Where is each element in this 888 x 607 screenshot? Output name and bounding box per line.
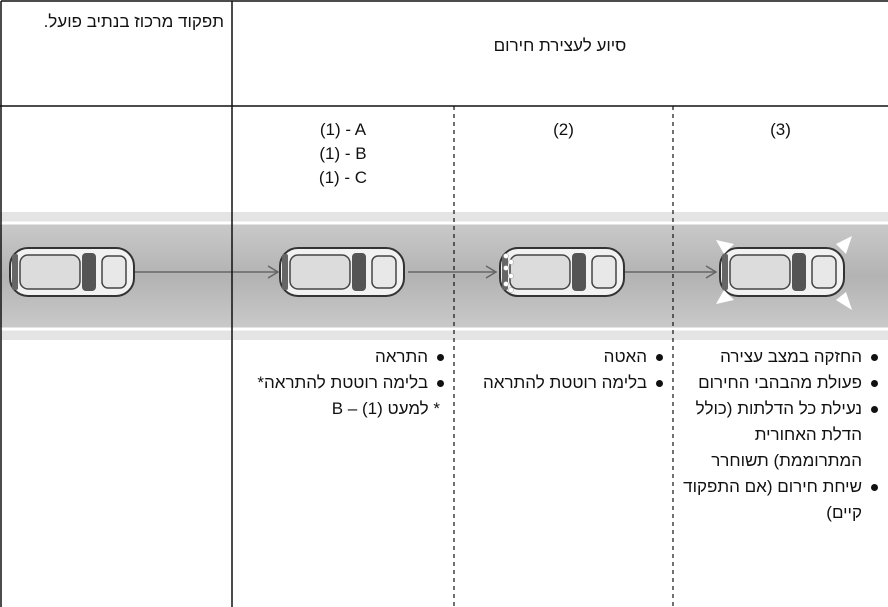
bullet-item: התראה <box>236 344 444 370</box>
action-list: האטה בלימה רוטטת להתראה <box>458 344 665 396</box>
bullet-item: שיחת חירום (אם התפקוד קיים) <box>677 474 878 526</box>
dashed-dividers <box>453 106 674 607</box>
phase-label: (2) <box>454 118 673 142</box>
bullet-list: החזקה במצב עצירה פעולת מהבהבי החירום נעילת… <box>677 344 880 526</box>
car <box>719 247 845 297</box>
bullet-list: התראה בלימה רוטטת להתראה* <box>236 344 446 396</box>
bullet-list: האטה בלימה רוטטת להתראה <box>458 344 665 396</box>
left-header: תפקוד מרכוז בנתיב פועל. <box>43 12 224 31</box>
brake-lights <box>503 253 514 293</box>
phase-line: (2) <box>553 120 574 139</box>
car <box>279 247 405 297</box>
bullet-item: פעולת מהבהבי החירום <box>677 370 878 396</box>
car <box>499 247 625 297</box>
hazard-lights <box>716 236 852 310</box>
bullet-item: נעילת כל הדלתות (כולל הדלת האחורית המתרו… <box>677 396 878 474</box>
bullet-item: האטה <box>458 344 663 370</box>
bullet-item: בלימה רוטטת להתראה* <box>236 370 444 396</box>
arrows <box>130 265 718 279</box>
action-list: החזקה במצב עצירה פעולת מהבהבי החירום נעילת… <box>677 344 880 526</box>
phase-line: (3) <box>770 120 791 139</box>
phase-label: (3) <box>673 118 888 142</box>
footnote: * למעט B – (1) <box>331 399 440 418</box>
action-list: התראה בלימה רוטטת להתראה* * למעט B – (1) <box>236 344 446 422</box>
bullet-item: החזקה במצב עצירה <box>677 344 878 370</box>
phase-line: (1) - A <box>319 120 367 139</box>
bullet-item: בלימה רוטטת להתראה <box>458 370 663 396</box>
phase-label: (1) - A (1) - B (1) - C <box>232 118 454 190</box>
right-header: סיוע לעצירת חירום <box>493 36 627 55</box>
phase-line: (1) - B <box>319 144 367 163</box>
phase-line: (1) - C <box>318 168 368 187</box>
car <box>9 247 135 297</box>
